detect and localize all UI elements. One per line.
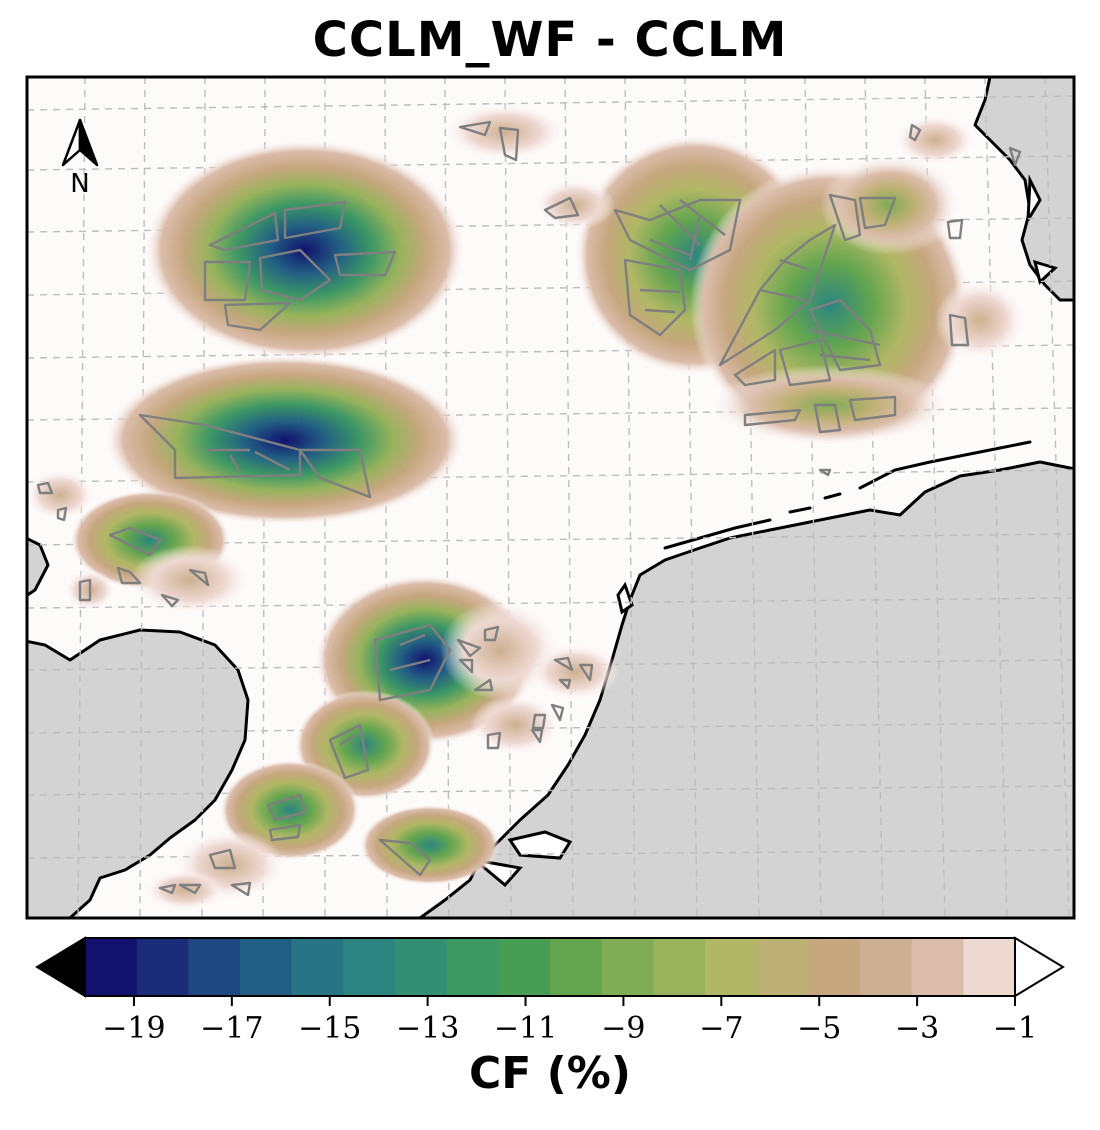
land-britain: [27, 628, 250, 918]
colorbar-bin: [446, 938, 499, 996]
colorbar-bin: [550, 938, 603, 996]
colorbar-extend-over: [1014, 936, 1065, 998]
colorbar-bin: [136, 938, 189, 996]
colorbar-bin: [188, 938, 241, 996]
wake-cluster-thames-far: [145, 870, 225, 910]
colorbar-bin: [963, 938, 1016, 996]
colorbar-bin: [343, 938, 396, 996]
land-northeast: [973, 77, 1074, 302]
colorbar: [35, 936, 1065, 998]
colorbar-bin: [911, 938, 964, 996]
map-frame: [25, 75, 1076, 920]
wind-farm-outlines: [36, 120, 1022, 897]
colorbar-bin: [240, 938, 293, 996]
colorbar-bin: [705, 938, 758, 996]
colorbar-frame: [84, 937, 1016, 997]
wake-cluster-north-uk: [145, 140, 465, 360]
wake-cluster-ijmuiden: [530, 644, 620, 700]
wake-cluster-east-anglia-n: [130, 545, 250, 615]
colorbar-tick-label: −5: [797, 1011, 841, 1046]
wake-cluster-dogger: [105, 355, 465, 525]
colorbar-bin: [653, 938, 706, 996]
wake-cluster-nl-east: [440, 600, 560, 700]
wake-cluster-sylt: [935, 280, 1025, 360]
colorbar-bin: [601, 938, 654, 996]
colorbar-extend-under: [35, 936, 86, 998]
wake-cluster-top-small: [445, 104, 565, 160]
wake-cluster-borssele: [360, 805, 500, 885]
colorbar-tick-label: −1: [993, 1011, 1037, 1046]
wake-field: [27, 104, 1025, 910]
land-northwest: [27, 536, 50, 598]
wake-cluster-hornsrev: [820, 155, 960, 255]
colorbar-bin: [808, 938, 861, 996]
colorbar-tick-label: −11: [494, 1011, 557, 1046]
colorbar-tick-label: −19: [102, 1011, 165, 1046]
map-title: CCLM_WF - CCLM: [312, 12, 788, 68]
colorbar-bin: [860, 938, 913, 996]
colorbar-tick-label: −15: [298, 1011, 361, 1046]
wake-cluster-nw-small: [27, 470, 95, 520]
colorbar-ticks: −19 −17 −15 −13 −11 −9 −7 −5 −3 −1: [102, 996, 1037, 1046]
colorbar-tick-label: −9: [601, 1011, 645, 1046]
colorbar-bin: [85, 938, 138, 996]
colorbar-label: CF (%): [469, 1048, 631, 1099]
wake-cluster-mid-small: [470, 695, 560, 755]
north-arrow-label: N: [70, 169, 89, 199]
colorbar-tick-label: −7: [699, 1011, 743, 1046]
north-arrow-icon: N: [61, 118, 99, 199]
colorbar-bin: [756, 938, 809, 996]
colorbar-tick-label: −17: [200, 1011, 263, 1046]
wake-cluster-center-small: [535, 180, 615, 230]
colorbar-tick-label: −3: [895, 1011, 939, 1046]
land-masses: [27, 77, 1074, 918]
colorbar-bin: [498, 938, 551, 996]
colorbar-bin: [395, 938, 448, 996]
colorbar-tick-label: −13: [396, 1011, 459, 1046]
colorbar-bin: [291, 938, 344, 996]
wake-cluster-ne-small: [895, 115, 975, 165]
